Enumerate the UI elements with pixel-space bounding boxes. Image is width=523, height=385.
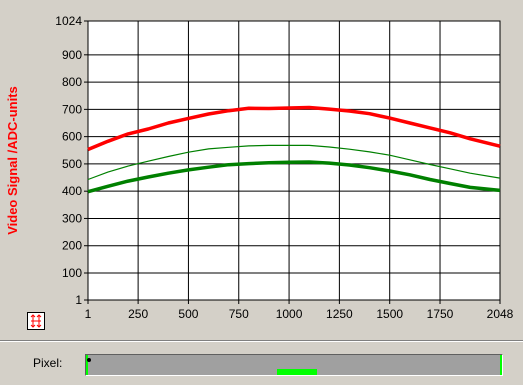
autoscale-button[interactable]: [27, 312, 45, 330]
y-tick-label: 1024: [55, 14, 82, 28]
y-tick-label: 500: [62, 157, 82, 171]
autoscale-icon: [30, 314, 42, 328]
x-tick-label: 1250: [326, 307, 353, 321]
grid: [87, 20, 501, 301]
x-tick-label: 250: [128, 307, 148, 321]
series-line-3: [87, 160, 501, 194]
x-tick-label: 1750: [427, 307, 454, 321]
x-tick-label: 1: [85, 307, 92, 321]
pixel-left-marker: [86, 355, 88, 375]
x-tick-label: 1000: [276, 307, 303, 321]
series-group: [87, 105, 501, 194]
y-tick-label: 400: [62, 184, 82, 198]
y-tick-label: 700: [62, 102, 82, 116]
y-tick-label: 900: [62, 48, 82, 62]
series-line-1: [87, 105, 501, 152]
pixel-slider[interactable]: [85, 354, 503, 376]
x-tick-label: 750: [229, 307, 249, 321]
pixel-right-marker: [500, 355, 502, 375]
y-tick-label: 100: [62, 266, 82, 280]
pixel-range-indicator[interactable]: [277, 369, 317, 375]
x-tick-label: 2048: [487, 307, 514, 321]
y-tick-label: 1: [75, 293, 82, 307]
series-line-2: [87, 144, 501, 181]
pixel-cursor-handle[interactable]: [87, 358, 91, 362]
y-tick-label: 300: [62, 211, 82, 225]
x-tick-label: 500: [178, 307, 198, 321]
spectrum-chart: 1 250 500 750 1000 1250 1500 1750 20481100200300…: [5, 14, 514, 321]
separator: [0, 340, 523, 342]
y-tick-label: 800: [62, 75, 82, 89]
y-axis-label: Video Signal /ADC-units: [5, 86, 20, 235]
x-tick-label: 1500: [376, 307, 403, 321]
y-tick-label: 200: [62, 239, 82, 253]
axes: 1 250 500 750 1000 1250 1500 1750 20481100200300…: [55, 14, 513, 321]
y-tick-label: 600: [62, 130, 82, 144]
pixel-label: Pixel:: [33, 356, 63, 370]
